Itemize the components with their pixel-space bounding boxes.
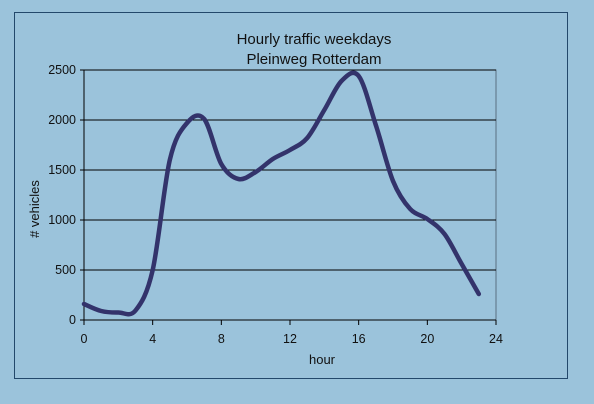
x-tick-label: 8 bbox=[218, 332, 225, 346]
y-tick-label: 1000 bbox=[48, 213, 76, 227]
axes bbox=[80, 69, 497, 325]
y-tick-label: 500 bbox=[55, 263, 76, 277]
line-chart: 0 500 1000 1500 2000 2500 0 4 8 12 16 20 24 Hourly t… bbox=[27, 31, 503, 367]
tick-labels: 0 500 1000 1500 2000 2500 0 4 8 12 16 20 24 bbox=[48, 63, 503, 346]
chart-frame: 0 500 1000 1500 2000 2500 0 4 8 12 16 20 24 Hourly t… bbox=[14, 12, 568, 379]
chart-title: Hourly traffic weekdays bbox=[237, 31, 392, 48]
x-tick-label: 20 bbox=[420, 332, 434, 346]
x-tick-label: 24 bbox=[489, 332, 503, 346]
series-line-vehicles bbox=[81, 70, 482, 317]
chart-subtitle: Pleinweg Rotterdam bbox=[246, 51, 381, 68]
series-layer bbox=[81, 70, 482, 317]
x-tick-label: 16 bbox=[352, 332, 366, 346]
plot-area bbox=[83, 69, 497, 321]
x-tick-label: 0 bbox=[81, 332, 88, 346]
x-axis-title: hour bbox=[309, 352, 336, 367]
y-tick-label: 1500 bbox=[48, 163, 76, 177]
y-tick-label: 2000 bbox=[48, 113, 76, 127]
y-tick-label: 0 bbox=[69, 313, 76, 327]
x-tick-label: 4 bbox=[149, 332, 156, 346]
y-axis-title: # vehicles bbox=[27, 180, 42, 238]
x-tick-label: 12 bbox=[283, 332, 297, 346]
y-tick-label: 2500 bbox=[48, 63, 76, 77]
